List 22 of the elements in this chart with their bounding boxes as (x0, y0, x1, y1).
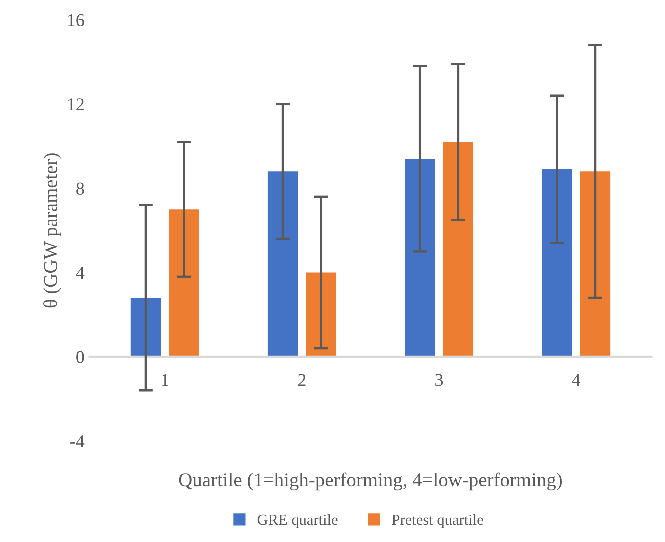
x-axis-title: Quartile (1=high-performing, 4=low-performing) (179, 472, 562, 491)
y-tick-label: 12 (68, 98, 84, 111)
x-tick-label: 2 (298, 374, 306, 386)
legend-label: GRE quartile (258, 514, 338, 528)
legend-label: Pretest quartile (392, 514, 484, 528)
bar (306, 272, 336, 357)
y-tick-label: 16 (68, 14, 84, 26)
bar (169, 210, 200, 357)
x-tick-label: 4 (572, 374, 581, 386)
y-axis-title: θ (GGW parameter) (44, 154, 62, 308)
y-tick-label: 4 (76, 267, 85, 279)
bar (542, 170, 572, 357)
bar (268, 172, 298, 357)
bar (443, 142, 474, 357)
y-tick-label: 8 (76, 182, 84, 195)
y-tick-label: -4 (70, 436, 85, 448)
bar (130, 298, 162, 357)
y-tick-label: 0 (76, 351, 84, 364)
bar (580, 172, 611, 357)
x-tick-label: 1 (162, 374, 169, 386)
bar (405, 159, 436, 357)
x-tick-label: 3 (436, 374, 444, 386)
